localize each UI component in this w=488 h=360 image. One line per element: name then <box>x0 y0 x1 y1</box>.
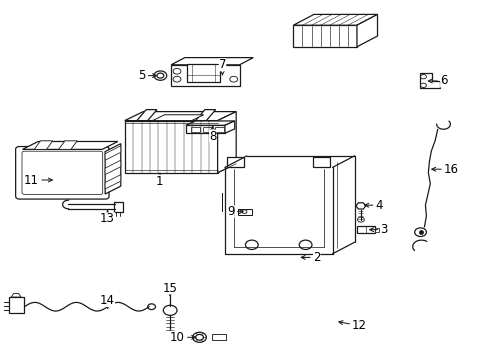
Circle shape <box>173 76 181 82</box>
Polygon shape <box>293 25 356 47</box>
Polygon shape <box>105 160 121 175</box>
Text: 2: 2 <box>301 251 320 264</box>
Polygon shape <box>374 228 379 232</box>
Polygon shape <box>185 121 234 125</box>
Polygon shape <box>195 109 215 121</box>
Circle shape <box>229 76 237 82</box>
Circle shape <box>173 68 181 74</box>
Bar <box>190 127 199 132</box>
Polygon shape <box>105 144 121 194</box>
Text: 12: 12 <box>338 319 366 332</box>
Polygon shape <box>293 14 377 25</box>
Text: 6: 6 <box>427 75 447 87</box>
Text: 7: 7 <box>218 58 226 75</box>
Text: 8: 8 <box>208 126 216 143</box>
Circle shape <box>192 332 206 342</box>
Text: 5: 5 <box>138 69 156 82</box>
Circle shape <box>357 217 364 222</box>
Circle shape <box>242 210 246 213</box>
Text: 15: 15 <box>163 282 177 296</box>
Text: 11: 11 <box>24 174 52 186</box>
Polygon shape <box>171 65 239 86</box>
Polygon shape <box>185 125 224 133</box>
Circle shape <box>195 334 203 340</box>
Bar <box>203 127 211 132</box>
Circle shape <box>147 304 155 310</box>
Text: 3: 3 <box>369 223 387 236</box>
Circle shape <box>165 283 174 289</box>
Polygon shape <box>105 146 121 160</box>
Circle shape <box>299 240 311 249</box>
Polygon shape <box>171 58 253 65</box>
Circle shape <box>154 71 166 80</box>
Polygon shape <box>355 203 365 209</box>
Polygon shape <box>356 226 374 233</box>
Circle shape <box>245 240 258 249</box>
Bar <box>215 127 224 132</box>
Polygon shape <box>224 121 234 133</box>
Polygon shape <box>124 112 236 121</box>
FancyBboxPatch shape <box>16 147 109 199</box>
Text: 4: 4 <box>364 199 382 212</box>
Circle shape <box>163 305 177 315</box>
Polygon shape <box>312 157 329 167</box>
Polygon shape <box>152 115 203 121</box>
Text: 13: 13 <box>100 210 115 225</box>
Bar <box>238 209 251 215</box>
Polygon shape <box>59 141 77 149</box>
Polygon shape <box>11 293 21 297</box>
Polygon shape <box>22 141 118 149</box>
Polygon shape <box>356 14 377 47</box>
Polygon shape <box>137 109 157 121</box>
Polygon shape <box>227 157 244 167</box>
Polygon shape <box>124 121 217 173</box>
Circle shape <box>157 73 163 78</box>
Text: 1: 1 <box>156 173 163 188</box>
Bar <box>186 64 220 82</box>
Text: 10: 10 <box>170 331 195 344</box>
Polygon shape <box>34 141 53 149</box>
Bar <box>114 202 122 212</box>
Circle shape <box>414 228 426 237</box>
Circle shape <box>420 83 426 87</box>
Text: 16: 16 <box>431 163 458 176</box>
Text: 14: 14 <box>100 294 115 309</box>
Polygon shape <box>217 112 236 173</box>
Text: 9: 9 <box>227 205 243 218</box>
Polygon shape <box>9 297 24 313</box>
Polygon shape <box>211 334 226 340</box>
Polygon shape <box>105 175 121 189</box>
Polygon shape <box>419 73 439 88</box>
Circle shape <box>420 75 426 79</box>
